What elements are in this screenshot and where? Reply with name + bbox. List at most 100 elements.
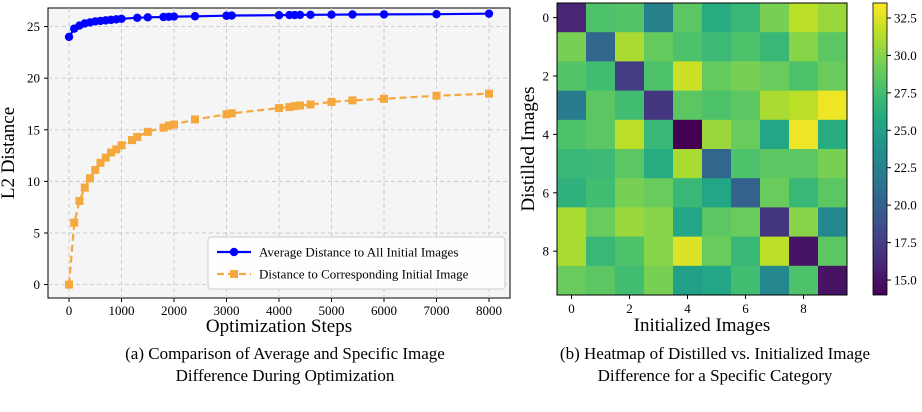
- heatmap-cell: [673, 3, 703, 33]
- heatmap-cell: [818, 178, 848, 208]
- colorbar-tick-label: 17.5: [894, 235, 917, 250]
- series-point: [133, 133, 142, 142]
- heatmap-cell: [702, 236, 732, 267]
- x-tick-label: 8000: [476, 303, 502, 318]
- y-tick-label: 5: [34, 225, 41, 240]
- x-tick-label: 7000: [424, 303, 450, 318]
- heatmap-x-tick-label: 0: [568, 301, 575, 316]
- heatmap-cell: [586, 3, 616, 33]
- heatmap-cell: [760, 178, 790, 208]
- heatmap-cell: [644, 61, 674, 91]
- heatmap-cell: [702, 3, 732, 33]
- series-point: [164, 121, 173, 130]
- heatmap-cell: [702, 61, 732, 91]
- x-tick-label: 1000: [109, 303, 135, 318]
- heatmap-cell: [673, 178, 703, 208]
- heatmap-cell: [644, 265, 674, 296]
- heatmap-cell: [789, 207, 819, 237]
- heatmap-x-tick-label: 2: [626, 301, 633, 316]
- heatmap-cell: [557, 61, 587, 91]
- heatmap-cell: [673, 149, 703, 179]
- series-point: [485, 89, 493, 98]
- heatmap-cell: [586, 90, 616, 121]
- heatmap-cell: [615, 236, 645, 267]
- series-point: [107, 148, 115, 157]
- heatmap-cell: [586, 32, 616, 62]
- heatmap-cell: [615, 178, 645, 208]
- x-tick-label: 2000: [161, 303, 187, 318]
- heatmap-cell: [789, 32, 819, 62]
- series-group: [64, 9, 494, 289]
- heatmap-cell: [702, 207, 732, 237]
- heatmap-cell: [760, 149, 790, 179]
- heatmap-cell: [673, 32, 703, 62]
- heatmap-cell: [586, 149, 616, 179]
- heatmap-cell: [818, 265, 848, 296]
- heatmap-cell: [731, 236, 761, 267]
- series-point: [133, 13, 142, 23]
- legend-marker: [229, 247, 239, 257]
- heatmap-cell: [673, 61, 703, 91]
- heatmap-cell: [789, 119, 819, 150]
- series-point: [275, 104, 283, 113]
- heatmap-cell: [557, 207, 587, 237]
- heatmap-cell: [586, 119, 616, 150]
- heatmap-cell: [818, 236, 848, 267]
- series-point: [348, 10, 357, 19]
- series-point: [379, 10, 389, 19]
- heatmap-cell: [818, 149, 848, 179]
- series-point: [484, 9, 494, 18]
- heatmap-y-tick-label: 2: [543, 69, 550, 84]
- heatmap-x-tick-label: 8: [800, 301, 807, 316]
- heatmap-cell: [673, 207, 703, 237]
- colorbar-tick-label: 20.0: [894, 198, 917, 213]
- heatmap-cell: [789, 90, 819, 121]
- heatmap-frame: [556, 2, 848, 296]
- legend-marker: [230, 270, 238, 278]
- colorbar-tick-label: 25.0: [894, 123, 917, 138]
- heatmap-cell: [789, 149, 819, 179]
- heatmap-cell: [615, 265, 645, 296]
- series-point: [143, 127, 152, 136]
- heatmap-cell: [789, 61, 819, 91]
- heatmap-x-axis-label: Initialized Images: [634, 315, 771, 336]
- x-tick-label: 5000: [319, 303, 345, 318]
- heatmap-cell: [731, 149, 761, 179]
- series-point: [290, 102, 299, 111]
- series-point: [327, 10, 336, 19]
- heatmap-cell: [644, 90, 674, 121]
- heatmap-cell: [760, 265, 790, 296]
- heatmap-cell: [731, 32, 761, 62]
- heatmap-cell: [789, 236, 819, 267]
- heatmap-cell: [586, 236, 616, 267]
- heatmap-y-tick-label: 6: [543, 185, 550, 200]
- heatmap-cell: [731, 207, 761, 237]
- heatmap-cell: [818, 3, 848, 33]
- series-point: [285, 103, 294, 112]
- heatmap-cell: [615, 32, 645, 62]
- heatmap-cell: [702, 265, 732, 296]
- heatmap-cell: [818, 61, 848, 91]
- heatmap-cell: [673, 236, 703, 267]
- y-tick-label: 10: [27, 174, 40, 189]
- caption-b-line1: (b) Heatmap of Distilled vs. Initialized…: [559, 344, 871, 363]
- heatmap-cells: [557, 3, 848, 296]
- series-point: [274, 11, 284, 20]
- caption-a: (a) Comparison of Average and Specific I…: [55, 343, 515, 387]
- series-point: [91, 166, 100, 175]
- heatmap-cell: [760, 3, 790, 33]
- heatmap-cell: [760, 61, 790, 91]
- heatmap-cell: [615, 207, 645, 237]
- colorbar: [872, 2, 888, 296]
- series-point: [227, 109, 236, 118]
- heatmap-y-tick-label: 8: [543, 244, 550, 259]
- series-point: [101, 153, 110, 162]
- heatmap-cell: [644, 207, 674, 237]
- series-point: [65, 280, 73, 289]
- series-point: [432, 9, 441, 19]
- heatmap-cell: [644, 236, 674, 267]
- series-point: [169, 12, 179, 21]
- series-point: [380, 94, 388, 103]
- x-tick-label: 6000: [371, 303, 397, 318]
